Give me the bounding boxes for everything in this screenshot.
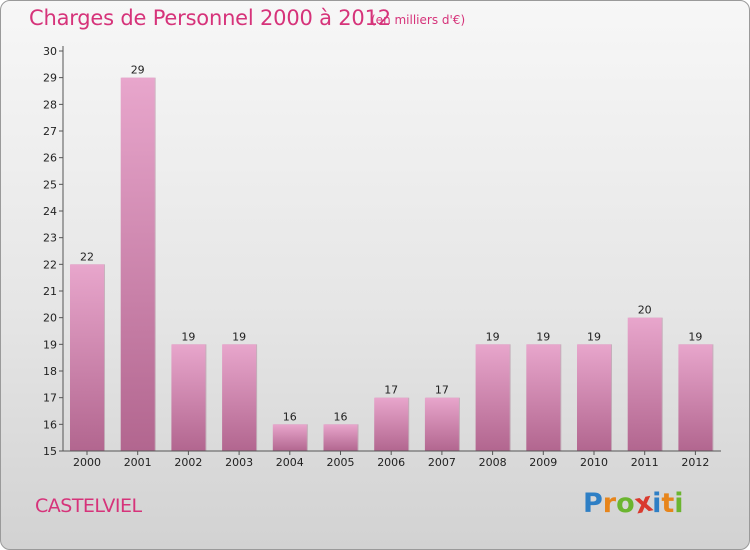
bar: [222, 344, 257, 451]
proxiti-logo[interactable]: Proxiti: [583, 487, 684, 521]
data-label: 19: [688, 330, 702, 343]
x-tick-label: 2003: [225, 456, 253, 469]
x-tick-label: 2007: [428, 456, 456, 469]
x-tick-label: 2008: [479, 456, 507, 469]
y-tick-label: 19: [43, 338, 57, 351]
y-tick-label: 22: [43, 258, 57, 271]
y-tick-label: 16: [43, 418, 57, 431]
data-label: 17: [435, 384, 449, 397]
y-tick-label: 28: [43, 98, 57, 111]
data-label: 19: [232, 330, 246, 343]
data-label: 16: [334, 410, 348, 423]
y-tick-label: 26: [43, 152, 57, 165]
commune-name: CASTELVIEL: [35, 495, 142, 517]
bar: [272, 424, 307, 451]
x-tick-label: 2006: [377, 456, 405, 469]
y-tick-label: 25: [43, 178, 57, 191]
bar: [374, 397, 409, 451]
x-tick-label: 2005: [327, 456, 355, 469]
y-tick-label: 18: [43, 365, 57, 378]
bar: [577, 344, 611, 451]
bar: [171, 344, 206, 451]
data-label: 19: [536, 330, 550, 343]
y-tick-label: 21: [43, 285, 57, 298]
data-label: 17: [384, 384, 398, 397]
bar: [424, 397, 459, 451]
y-tick-label: 23: [43, 232, 57, 245]
y-tick-label: 24: [43, 205, 57, 218]
bar: [475, 344, 510, 451]
data-label: 20: [638, 304, 652, 317]
logo-letter: i: [674, 488, 684, 519]
x-tick-label: 2002: [174, 456, 202, 469]
bar: [323, 424, 358, 451]
x-tick-label: 2010: [580, 456, 608, 469]
x-tick-label: 2004: [276, 456, 304, 469]
data-label: 19: [486, 330, 500, 343]
bar: [627, 317, 662, 451]
logo-letter: o: [616, 488, 635, 519]
bar: [526, 344, 561, 451]
y-tick-label: 17: [43, 392, 57, 405]
y-tick-label: 29: [43, 72, 57, 85]
x-tick-label: 2000: [73, 456, 101, 469]
y-tick-label: 20: [43, 312, 57, 325]
y-tick-label: 30: [43, 45, 57, 58]
logo-letter: P: [583, 488, 603, 519]
chart-title: Charges de Personnel 2000 à 2012: [29, 6, 391, 30]
logo-letter: i: [652, 488, 662, 519]
x-tick-label: 2011: [631, 456, 659, 469]
bar: [120, 77, 155, 452]
data-label: 22: [80, 250, 94, 263]
data-label: 16: [283, 410, 297, 423]
data-label: 19: [181, 330, 195, 343]
x-tick-label: 2001: [124, 456, 152, 469]
logo-letter: t: [661, 488, 675, 519]
y-tick-label: 15: [43, 445, 57, 458]
chart-unit: (en milliers d'€): [371, 13, 466, 27]
x-tick-label: 2012: [681, 456, 709, 469]
logo-letter: r: [602, 488, 617, 519]
bar: [678, 344, 713, 451]
x-tick-label: 2009: [529, 456, 557, 469]
bar: [70, 264, 104, 451]
data-label: 19: [587, 330, 601, 343]
y-tick-label: 27: [43, 125, 57, 138]
data-label: 29: [131, 64, 145, 77]
